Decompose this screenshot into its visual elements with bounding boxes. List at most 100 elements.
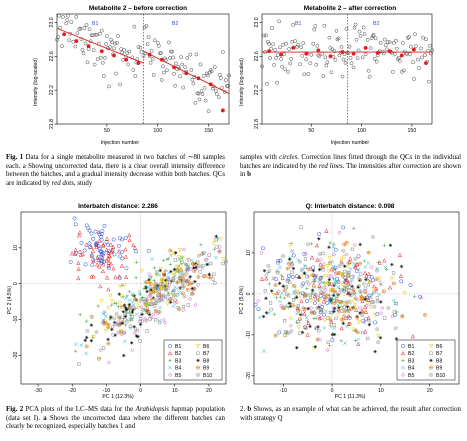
f2a-point-b4 (130, 291, 135, 296)
f2a-point-b6 (185, 258, 191, 263)
f2a-point-b4 (135, 312, 139, 317)
f2a-point-b7 (224, 259, 228, 264)
f1a-sample-point (97, 31, 102, 36)
f2a-point-b8 (113, 333, 117, 337)
f2b-point-b7 (326, 340, 330, 344)
f2b-point-b1 (305, 274, 309, 279)
f2b-point-b8 (363, 297, 368, 301)
f2a-point-b9 (120, 305, 124, 309)
f2b-point-b7 (332, 323, 336, 327)
f2a-point-b9 (186, 282, 191, 286)
f2a-legend-marker (196, 351, 200, 355)
f2b-point-b10 (341, 249, 345, 253)
f2a-point-b2 (101, 243, 106, 248)
f2b-point-b8 (313, 345, 317, 349)
f1b-sample-point (333, 58, 338, 62)
f1b-sample-point (302, 72, 307, 77)
f2b-point-b2 (387, 285, 393, 290)
f2b-point-b4 (322, 326, 327, 330)
f2b-point-b2 (317, 283, 322, 288)
f2b-xtick-label: -10 (280, 388, 288, 394)
f2a-point-b10 (168, 297, 173, 301)
f2a-point-b4 (171, 304, 176, 309)
f2a-point-b3 (123, 309, 127, 314)
f2b-point-b5 (380, 306, 385, 311)
f2b-point-b10 (368, 295, 373, 300)
f2b-point-b4 (257, 315, 262, 320)
f2b-point-b9 (359, 297, 364, 301)
f2a-point-b5 (123, 317, 128, 322)
f2a-point-b3 (190, 281, 194, 285)
f2b-point-b8 (294, 295, 299, 299)
f2b-point-b8 (357, 278, 362, 283)
f1a-sample-point (57, 13, 61, 18)
f1a-sample-point (205, 73, 210, 78)
f2a-point-b2 (106, 263, 111, 268)
f2b-point-b8 (302, 271, 307, 276)
f1b-sample-point (267, 42, 271, 46)
f1b-sample-point (374, 59, 379, 64)
f2a-point-b1 (117, 276, 122, 281)
f1b-sample-point (339, 44, 344, 49)
f2a-point-b6 (178, 264, 183, 269)
f2a-point-b8 (121, 310, 126, 314)
f2a-point-b10 (101, 321, 105, 324)
f2a-point-b6 (159, 278, 164, 283)
f2a-xtick-label: 20 (206, 388, 212, 394)
f1a-sample-point (113, 41, 117, 46)
f2a-xtick-label: 10 (172, 388, 178, 394)
f1b-sample-point (416, 57, 420, 62)
f2a-point-b9 (190, 291, 195, 296)
f1a-sample-point (64, 21, 68, 26)
f1b-sample-point (300, 54, 305, 58)
f2a-point-b9 (119, 329, 123, 334)
f2b-point-b5 (419, 295, 424, 300)
f2b-point-b3 (305, 319, 309, 323)
f2a-point-b2 (105, 275, 110, 280)
f1b-sample-point (282, 52, 286, 57)
f2b-point-b10 (305, 279, 310, 284)
f2a-point-b10 (118, 316, 122, 320)
fig2-caption-bold: a (43, 414, 47, 422)
f2a-point-b2 (116, 248, 122, 254)
f2a-point-b10 (180, 279, 184, 283)
f2b-point-b10 (348, 293, 353, 298)
f2b-point-b3 (309, 292, 314, 297)
f2b-point-b7 (308, 295, 313, 300)
f1a-xtick-label: 150 (204, 128, 213, 134)
f2a-point-b2 (117, 274, 122, 279)
f2a-point-b3 (164, 268, 168, 273)
f1b-sample-point (380, 49, 385, 54)
f1b-sample-point (391, 41, 396, 45)
f1b-sample-point (277, 19, 281, 24)
f1a-sample-point (196, 91, 201, 96)
f1a-sample-point (65, 18, 70, 22)
f2a-point-b7 (113, 322, 117, 326)
f2b-point-b3 (370, 292, 375, 296)
f1b-sample-point (274, 56, 278, 60)
f2a-point-b5 (106, 360, 111, 365)
f1b-qc-point (304, 51, 309, 56)
f2b-point-b6 (284, 284, 289, 289)
f1b-sample-point (383, 43, 388, 48)
f2b-point-b7 (298, 331, 302, 335)
f1b-sample-point (417, 66, 421, 70)
f1b-sample-point (378, 40, 383, 45)
f2a-point-b1 (90, 253, 94, 258)
f1a-sample-point (122, 48, 126, 52)
f2a-point-b7 (128, 324, 133, 328)
fig1-caption-col2: samples with circles. Correction lines f… (240, 154, 461, 180)
f1b-sample-point (413, 32, 417, 37)
f1b-sample-point (373, 36, 378, 41)
f2a-point-b1 (107, 266, 111, 270)
f2a-point-b3 (149, 275, 153, 279)
f2b-point-b7 (350, 275, 354, 279)
f2a-point-b1 (97, 246, 102, 251)
f2a-point-b2 (100, 268, 106, 274)
f2a-point-b5 (157, 289, 162, 294)
f2b-point-b9 (358, 278, 362, 282)
f2b-point-b2 (398, 273, 404, 278)
f2b-point-b3 (337, 287, 342, 291)
f2a-point-b7 (221, 261, 225, 266)
f2b-point-b1 (302, 325, 307, 330)
